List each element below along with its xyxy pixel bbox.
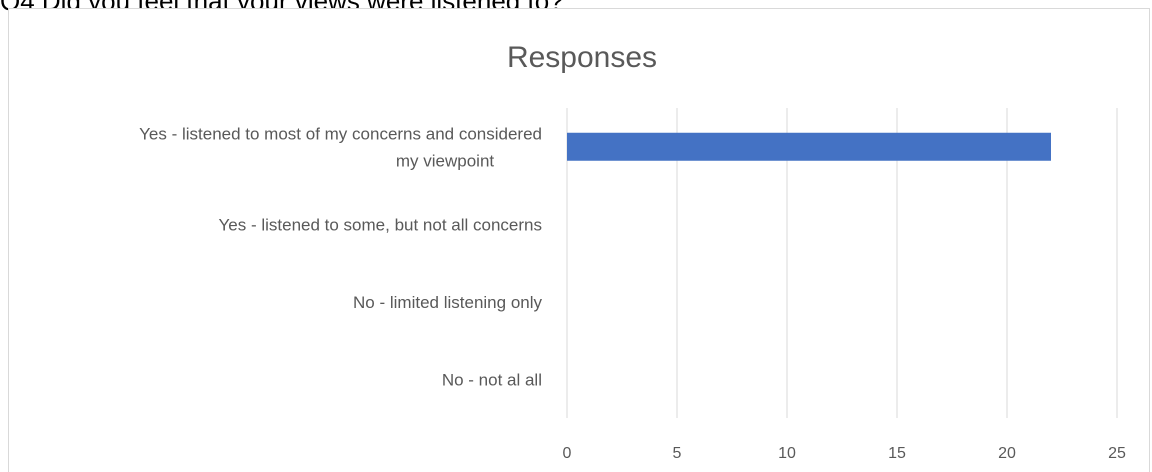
chart-frame [8,8,1150,472]
category-label-line: No - not al all [442,370,542,389]
category-label-3: No - limited listening only [353,293,542,312]
x-tick-label-0: 0 [563,445,572,462]
category-label-4: No - not al all [442,370,542,389]
x-tick-label-15: 15 [888,445,906,462]
x-tick-label-25: 25 [1108,445,1126,462]
x-tick-label-5: 5 [673,445,682,462]
chart-title: Responses [507,41,657,74]
x-tick-label-10: 10 [778,445,796,462]
category-label-2: Yes - listened to some, but not all conc… [219,215,543,234]
x-tick-label-20: 20 [998,445,1016,462]
category-label-1: Yes - listened to most of my concerns an… [139,124,542,170]
category-label-line: Yes - listened to most of my concerns an… [139,124,542,143]
category-label-line: No - limited listening only [353,293,542,312]
bar-1 [567,132,1051,161]
category-label-line: Yes - listened to some, but not all conc… [219,215,543,234]
category-label-line: my viewpoint [396,151,495,170]
